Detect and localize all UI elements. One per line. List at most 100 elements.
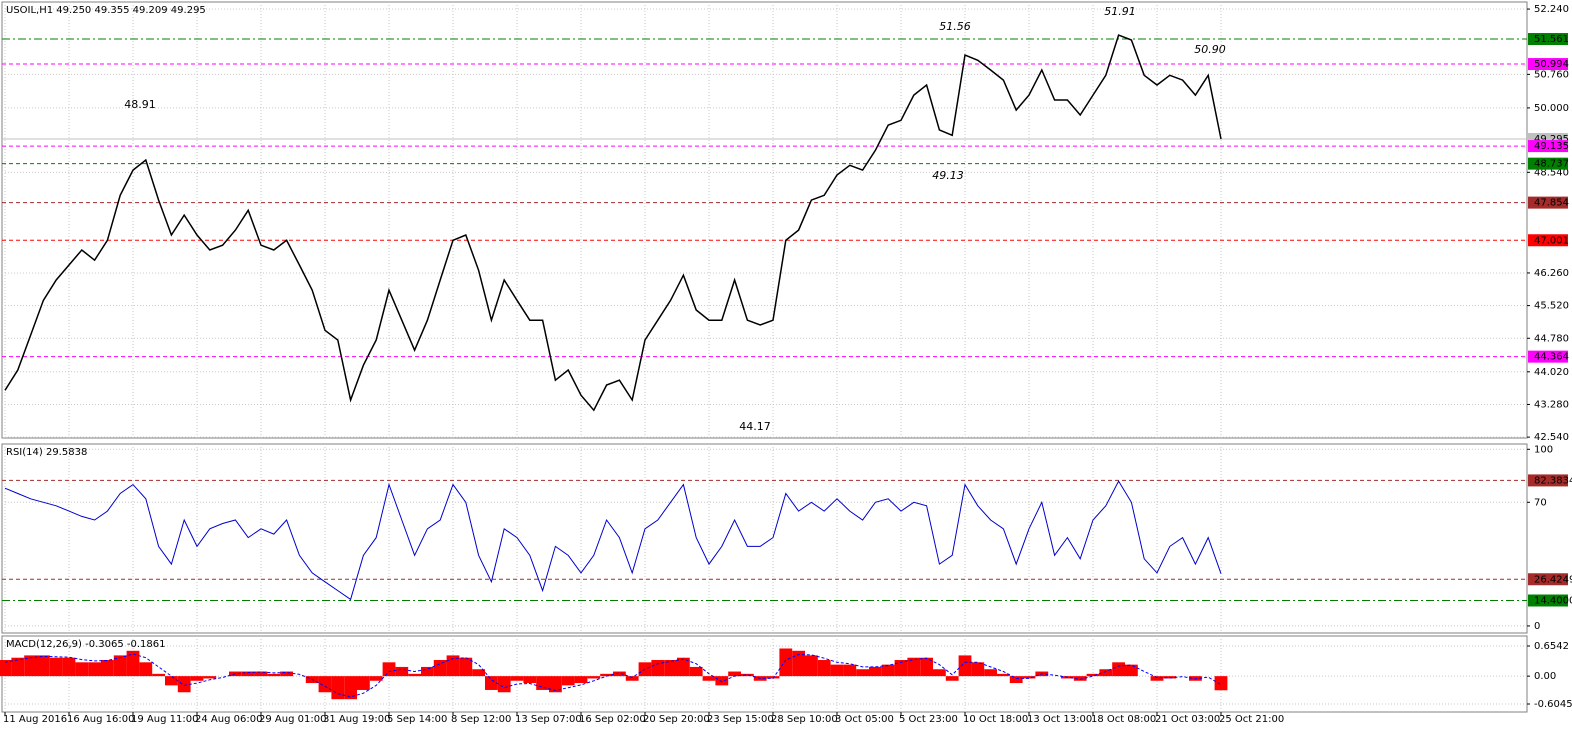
histogram-bar [152,673,165,677]
annotation: 49.13 [932,169,964,182]
histogram-bar [971,662,985,677]
series-line [4,653,1222,698]
histogram-bar [766,676,780,679]
x-tick-label: 18 Oct 08:00 [1091,714,1156,725]
level-label: 49.295 [1534,134,1569,145]
histogram-bar [817,660,831,677]
histogram-bar [1073,676,1087,681]
y-tick-label: 50.000 [1534,103,1569,114]
histogram-bar [1150,676,1164,681]
level-label-box [1528,58,1568,71]
histogram-bar [241,671,255,677]
histogram-bar [549,676,562,693]
y-tick-label: 43.280 [1534,399,1569,410]
histogram-bar [126,650,140,677]
histogram-bar [165,676,178,686]
histogram-bar [113,655,127,677]
x-tick-label: 25 Oct 21:00 [1219,714,1284,725]
histogram-bar [1009,676,1023,684]
panel-title: USOIL,H1 49.250 49.355 49.209 49.295 [6,5,206,16]
y-tick-label: 45.520 [1534,301,1569,312]
level-label: 82.3834 [1534,475,1572,486]
x-tick-label: 20 Sep 20:00 [643,714,710,725]
histogram-bar [485,676,498,690]
panel-frame [1,1,1528,439]
histogram-bar [139,662,153,677]
histogram-bar [395,666,409,677]
histogram-bar [177,676,191,693]
histogram-bar [536,676,549,690]
histogram-bar [523,676,537,684]
histogram-bar [318,676,332,693]
annotation: 44.17 [739,420,771,433]
histogram-bar [331,676,345,700]
histogram-bar [856,669,869,677]
level-label-box [1528,474,1568,487]
histogram-bar [1099,669,1113,677]
level-label: 14.4000 [1534,595,1572,606]
histogram-bar [101,660,114,677]
histogram-bar [88,662,101,677]
annotation: 50.90 [1194,43,1226,56]
annotation: 51.56 [939,20,971,33]
histogram-bar [1163,676,1177,679]
level-label: 48.737 [1534,159,1569,170]
histogram-bar [254,671,268,677]
y-tick-label: 42.540 [1534,432,1569,443]
x-tick-label: 16 Aug 16:00 [67,714,134,725]
level-label: 50.994 [1534,59,1569,70]
histogram-bar [869,666,882,677]
x-tick-label: 16 Sep 02:00 [579,714,646,725]
histogram-bar [984,669,997,677]
level-label-box [1528,234,1568,247]
histogram-bar [11,657,25,677]
y-tick-label: 50.760 [1534,69,1569,80]
panel-frame [1,443,1528,634]
y-tick-label: 0 [1534,621,1540,632]
y-tick-label: 100 [1534,444,1553,455]
histogram-bar [830,664,844,677]
annotation: 51.91 [1104,5,1136,18]
x-tick-label: 21 Oct 03:00 [1155,714,1220,725]
histogram-bar [728,671,741,677]
histogram-bar [715,676,729,686]
histogram-bar [997,673,1010,677]
histogram-bar [587,676,601,679]
histogram-bar [689,666,703,677]
y-tick-label: 70 [1534,497,1547,508]
level-label: 26.4249 [1534,574,1572,585]
panel-title: MACD(12,26,9) -0.3065 -0.1861 [6,639,166,650]
level-label-box [1528,573,1568,586]
x-tick-label: 23 Sep 15:00 [707,714,774,725]
histogram-bar [421,666,434,677]
x-tick-label: 8 Sep 12:00 [451,714,511,725]
histogram-bar [843,664,857,677]
histogram-bar [344,676,357,700]
histogram-bar [408,673,421,677]
histogram-bar [0,660,12,677]
histogram-bar [792,650,805,677]
histogram-bar [24,655,37,677]
y-tick-label: 52.240 [1534,4,1569,15]
x-tick-label: 29 Aug 01:00 [259,714,326,725]
histogram-bar [613,671,626,677]
panel: 0 70 100 82.3834 26.4249 14.4000 RSI(14) 29.58… [1,443,1572,634]
y-tick-label: 44.780 [1534,333,1569,344]
histogram-bar [75,662,89,677]
level-label: 47.854 [1534,198,1569,209]
histogram-bar [958,655,972,677]
y-tick-label: 48.540 [1534,167,1569,178]
histogram-bar [62,657,76,677]
x-tick-label: 11 Aug 2016 [3,714,67,725]
histogram-bar [1086,673,1100,677]
histogram-bar [1214,676,1228,691]
series-line [4,34,1222,412]
histogram-bar [574,676,588,684]
histogram-bar [446,655,460,677]
level-label-box [1528,196,1568,209]
histogram-bar [933,669,946,677]
histogram-bar [510,676,524,681]
histogram-bar [37,655,50,677]
y-tick-label: 0.6542 [1534,641,1569,652]
